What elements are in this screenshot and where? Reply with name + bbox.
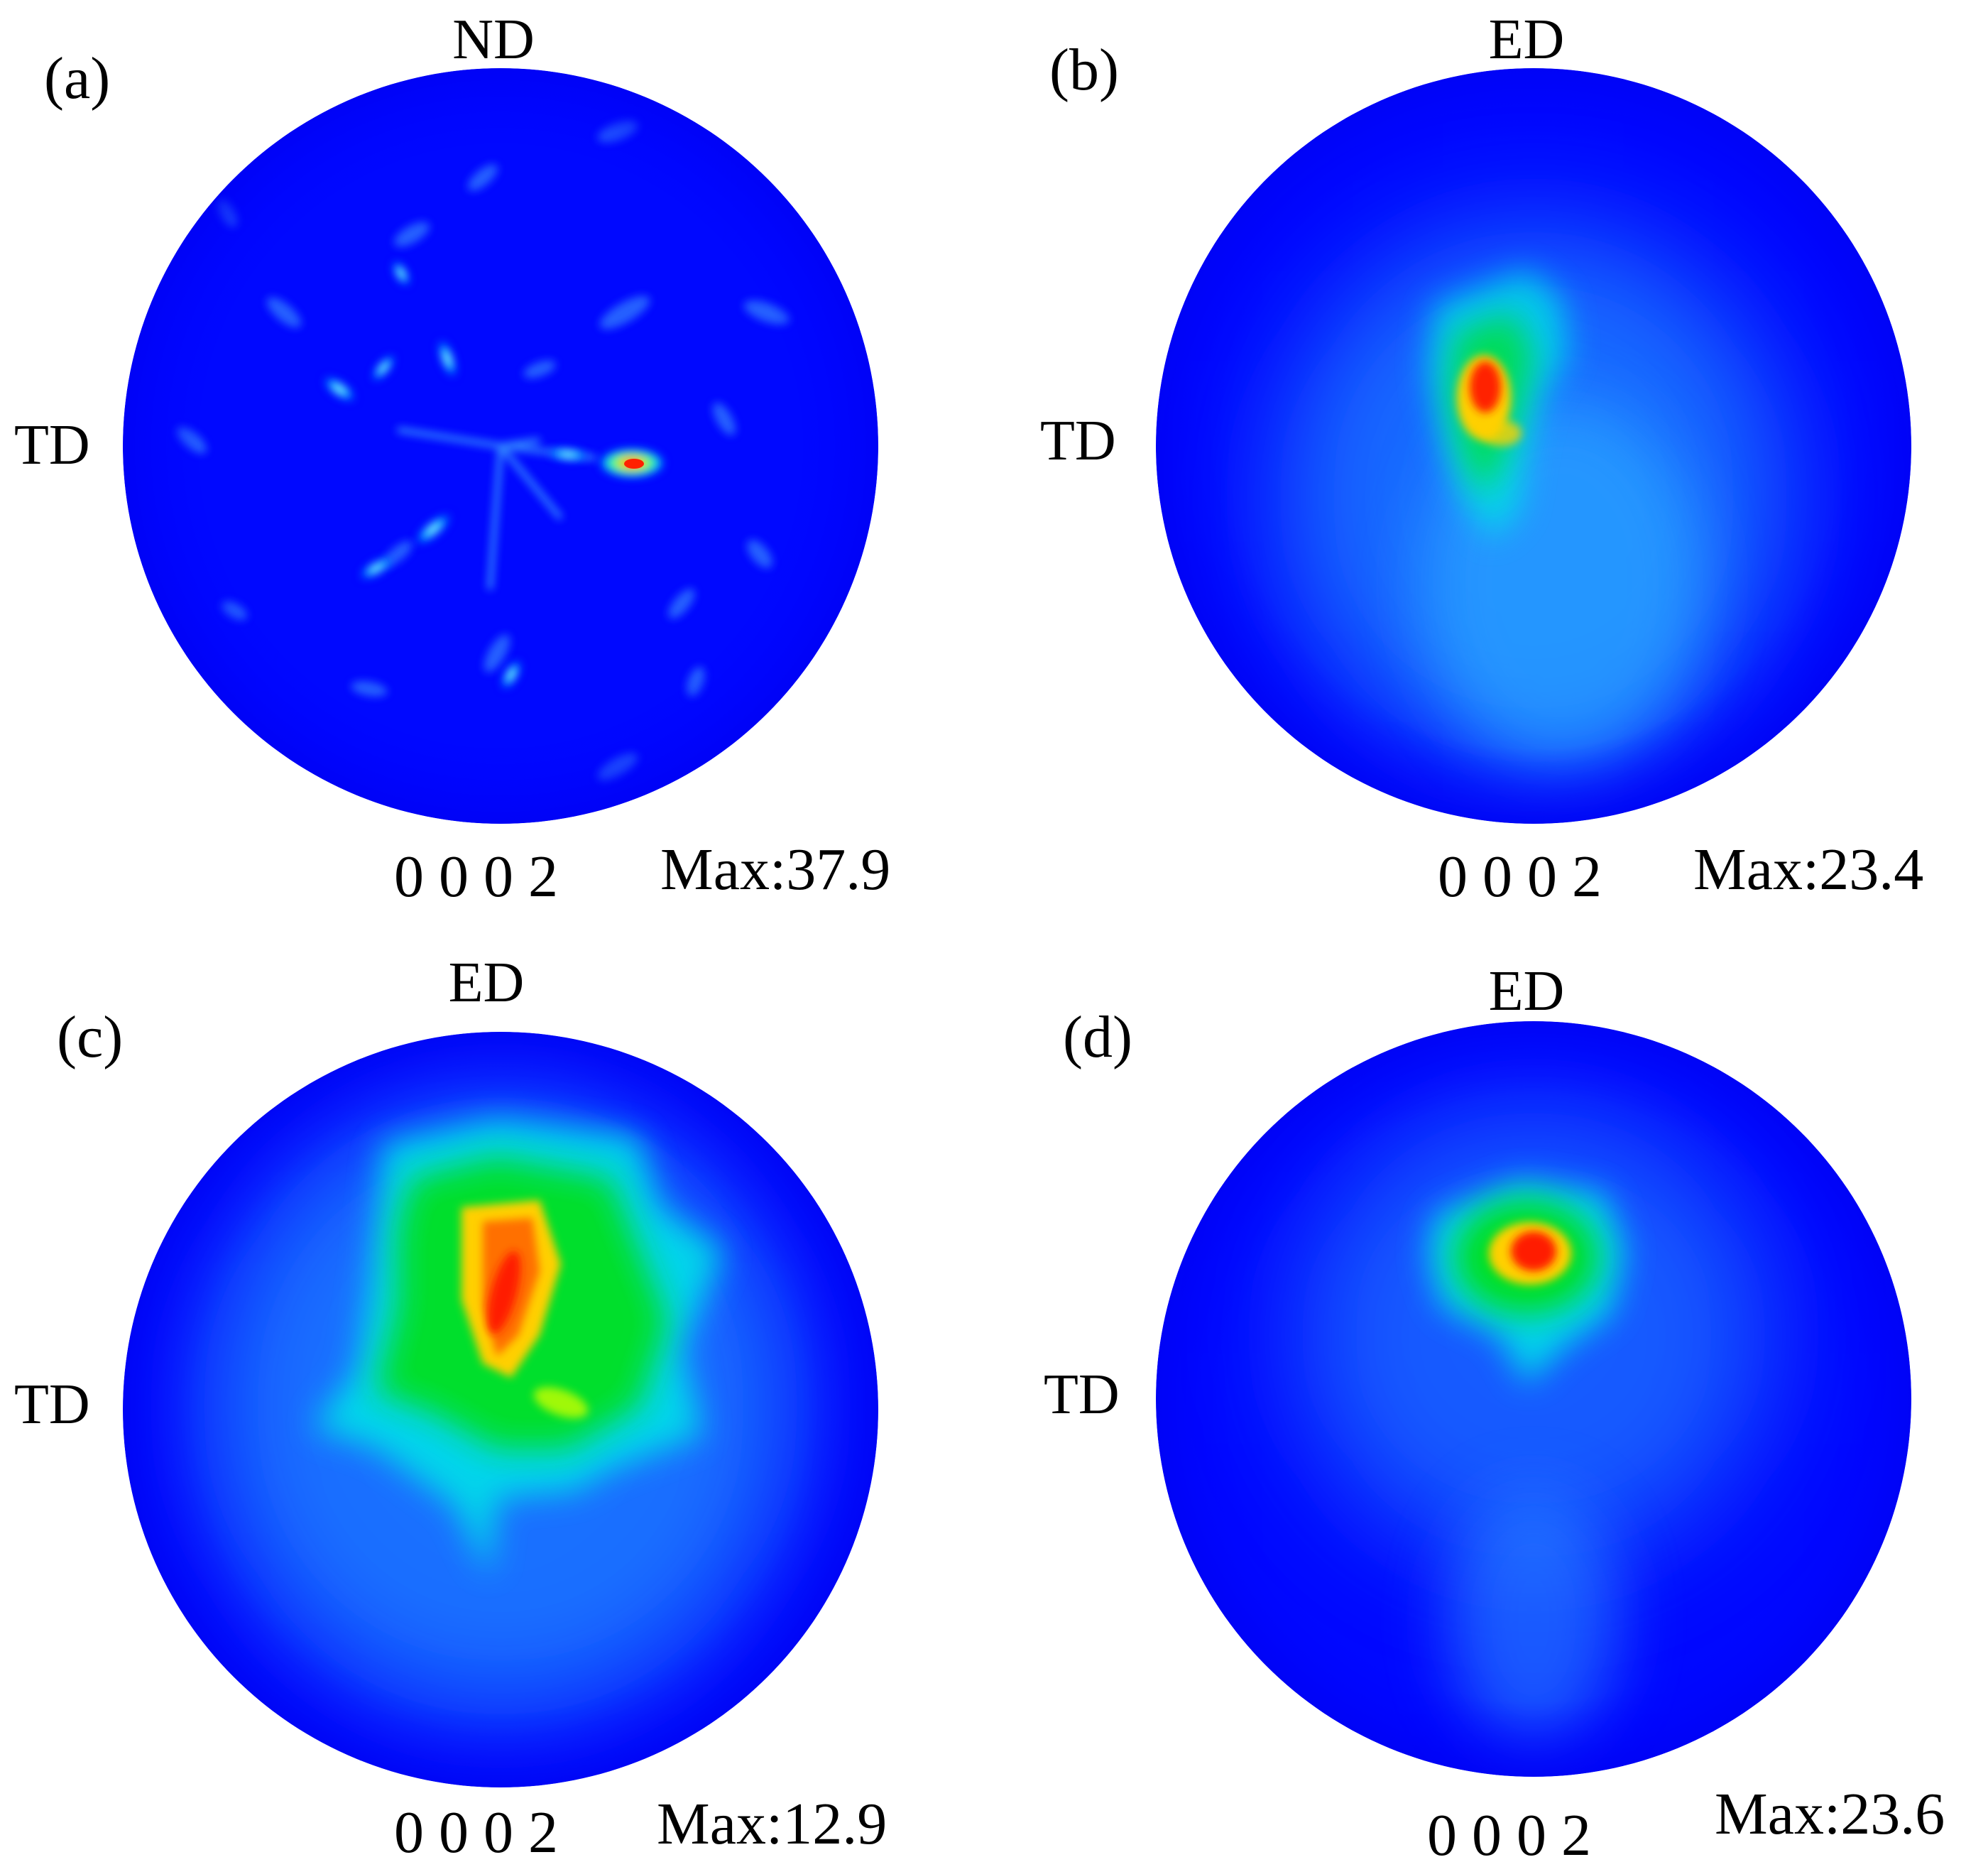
panel-b-plane: 0 0 0 2 (1438, 844, 1602, 910)
panel-b-letter: (b) (1049, 37, 1119, 103)
panel-d-left-axis: TD (1044, 1363, 1120, 1426)
pole-figure-a (123, 68, 878, 824)
panel-c-plane: 0 0 0 2 (394, 1800, 558, 1862)
pole-figure-c (123, 1032, 878, 1787)
panel-d-letter: (d) (1063, 1004, 1132, 1070)
panel-a-plane: 0 0 0 2 (394, 844, 558, 910)
panel-c-top-axis: ED (449, 952, 525, 1014)
panel-c-left-axis: TD (14, 1373, 90, 1436)
panel-d-max: Max:23.6 (1715, 1781, 1945, 1847)
panel-b-top-axis: ED (1489, 9, 1565, 71)
pole-figure-d (1156, 1021, 1911, 1777)
pole-figure-b (1156, 68, 1911, 824)
panel-a: (a) ND TD 0 0 0 2 Max:37.9 (14, 9, 890, 910)
panel-c-letter: (c) (57, 1004, 123, 1070)
panel-a-top-axis: ND (452, 9, 535, 71)
panel-d: (d) ED TD 0 0 0 2 Max:23.6 (1044, 960, 1945, 1862)
panel-d-top-axis: ED (1489, 960, 1565, 1023)
panel-b-max: Max:23.4 (1693, 837, 1923, 903)
panel-c: (c) ED TD 0 0 0 2 Max:12.9 (14, 952, 887, 1862)
panel-b-left-axis: TD (1040, 410, 1116, 472)
panel-b: (b) ED TD 0 0 0 2 Max:23.4 (1040, 9, 1923, 910)
panel-c-max: Max:12.9 (657, 1791, 887, 1857)
panel-a-letter: (a) (44, 45, 110, 111)
panel-a-left-axis: TD (14, 414, 90, 477)
panel-a-max: Max:37.9 (660, 837, 890, 903)
panel-d-plane: 0 0 0 2 (1427, 1802, 1591, 1862)
